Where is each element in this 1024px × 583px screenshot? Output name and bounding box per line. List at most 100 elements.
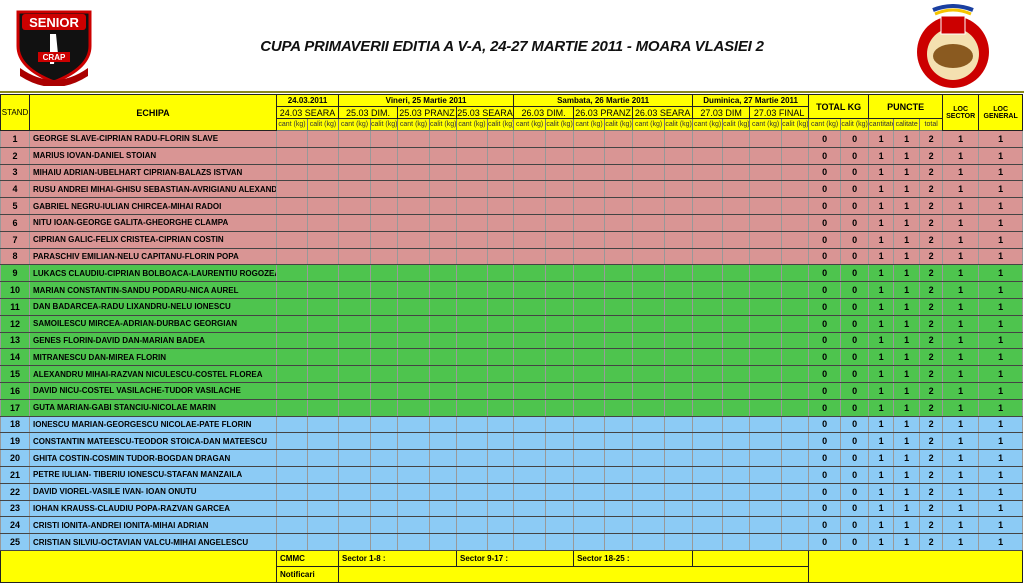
- cant-cell[interactable]: [397, 365, 431, 383]
- cant-cell[interactable]: [632, 297, 666, 316]
- calit-cell[interactable]: [429, 331, 458, 350]
- calit-cell[interactable]: [604, 163, 634, 182]
- cant-cell[interactable]: [456, 264, 489, 283]
- calit-cell[interactable]: [604, 180, 634, 199]
- cant-cell[interactable]: [632, 533, 666, 551]
- calit-cell[interactable]: [429, 314, 458, 333]
- cant-cell[interactable]: [456, 465, 489, 484]
- cant-cell[interactable]: [573, 449, 606, 467]
- cant-cell[interactable]: [573, 163, 606, 182]
- cant-cell[interactable]: [276, 331, 308, 350]
- cant-cell[interactable]: [632, 482, 666, 501]
- cant-cell[interactable]: [573, 348, 606, 367]
- cant-cell[interactable]: [573, 314, 606, 333]
- calit-cell[interactable]: [722, 130, 751, 148]
- cant-cell[interactable]: [692, 482, 724, 501]
- calit-cell[interactable]: [306, 247, 340, 266]
- cant-cell[interactable]: [513, 163, 547, 182]
- calit-cell[interactable]: [370, 130, 399, 148]
- calit-cell[interactable]: [722, 180, 751, 199]
- cant-cell[interactable]: [338, 499, 372, 518]
- calit-cell[interactable]: [487, 398, 515, 417]
- cant-cell[interactable]: [338, 449, 372, 467]
- calit-cell[interactable]: [722, 432, 751, 451]
- cant-cell[interactable]: [513, 398, 547, 417]
- calit-cell[interactable]: [604, 297, 634, 316]
- calit-cell[interactable]: [306, 348, 340, 367]
- calit-cell[interactable]: [370, 449, 399, 467]
- calit-cell[interactable]: [306, 314, 340, 333]
- cant-cell[interactable]: [692, 465, 724, 484]
- calit-cell[interactable]: [370, 213, 399, 232]
- cant-cell[interactable]: [692, 331, 724, 350]
- cant-cell[interactable]: [632, 130, 666, 148]
- calit-cell[interactable]: [545, 348, 575, 367]
- calit-cell[interactable]: [722, 314, 751, 333]
- calit-cell[interactable]: [545, 465, 575, 484]
- calit-cell[interactable]: [306, 465, 340, 484]
- cant-cell[interactable]: [749, 516, 783, 535]
- cant-cell[interactable]: [692, 415, 724, 434]
- calit-cell[interactable]: [604, 281, 634, 299]
- cant-cell[interactable]: [573, 499, 606, 518]
- cant-cell[interactable]: [632, 146, 666, 165]
- cant-cell[interactable]: [513, 432, 547, 451]
- calit-cell[interactable]: [722, 264, 751, 283]
- calit-cell[interactable]: [306, 415, 340, 434]
- cant-cell[interactable]: [397, 197, 431, 215]
- calit-cell[interactable]: [722, 146, 751, 165]
- cant-cell[interactable]: [749, 314, 783, 333]
- cant-cell[interactable]: [513, 146, 547, 165]
- calit-cell[interactable]: [722, 365, 751, 383]
- cant-cell[interactable]: [456, 415, 489, 434]
- calit-cell[interactable]: [429, 264, 458, 283]
- calit-cell[interactable]: [604, 533, 634, 551]
- calit-cell[interactable]: [306, 197, 340, 215]
- calit-cell[interactable]: [306, 331, 340, 350]
- calit-cell[interactable]: [487, 516, 515, 535]
- cant-cell[interactable]: [276, 163, 308, 182]
- calit-cell[interactable]: [722, 297, 751, 316]
- calit-cell[interactable]: [781, 381, 810, 400]
- calit-cell[interactable]: [487, 432, 515, 451]
- calit-cell[interactable]: [781, 230, 810, 249]
- calit-cell[interactable]: [545, 398, 575, 417]
- calit-cell[interactable]: [545, 180, 575, 199]
- cant-cell[interactable]: [456, 482, 489, 501]
- calit-cell[interactable]: [722, 230, 751, 249]
- calit-cell[interactable]: [781, 130, 810, 148]
- cant-cell[interactable]: [749, 130, 783, 148]
- cant-cell[interactable]: [573, 432, 606, 451]
- calit-cell[interactable]: [781, 465, 810, 484]
- calit-cell[interactable]: [604, 449, 634, 467]
- calit-cell[interactable]: [722, 449, 751, 467]
- cant-cell[interactable]: [749, 533, 783, 551]
- calit-cell[interactable]: [604, 348, 634, 367]
- calit-cell[interactable]: [306, 297, 340, 316]
- cant-cell[interactable]: [456, 281, 489, 299]
- cant-cell[interactable]: [338, 465, 372, 484]
- calit-cell[interactable]: [664, 230, 694, 249]
- cant-cell[interactable]: [692, 449, 724, 467]
- cant-cell[interactable]: [338, 533, 372, 551]
- cant-cell[interactable]: [276, 449, 308, 467]
- cant-cell[interactable]: [456, 247, 489, 266]
- cant-cell[interactable]: [338, 516, 372, 535]
- calit-cell[interactable]: [664, 197, 694, 215]
- cant-cell[interactable]: [397, 465, 431, 484]
- calit-cell[interactable]: [429, 465, 458, 484]
- calit-cell[interactable]: [781, 163, 810, 182]
- cant-cell[interactable]: [276, 130, 308, 148]
- calit-cell[interactable]: [664, 180, 694, 199]
- cant-cell[interactable]: [692, 499, 724, 518]
- calit-cell[interactable]: [487, 163, 515, 182]
- cant-cell[interactable]: [456, 180, 489, 199]
- calit-cell[interactable]: [306, 499, 340, 518]
- calit-cell[interactable]: [545, 381, 575, 400]
- calit-cell[interactable]: [306, 213, 340, 232]
- cant-cell[interactable]: [632, 381, 666, 400]
- cant-cell[interactable]: [573, 331, 606, 350]
- calit-cell[interactable]: [664, 432, 694, 451]
- calit-cell[interactable]: [545, 297, 575, 316]
- calit-cell[interactable]: [781, 482, 810, 501]
